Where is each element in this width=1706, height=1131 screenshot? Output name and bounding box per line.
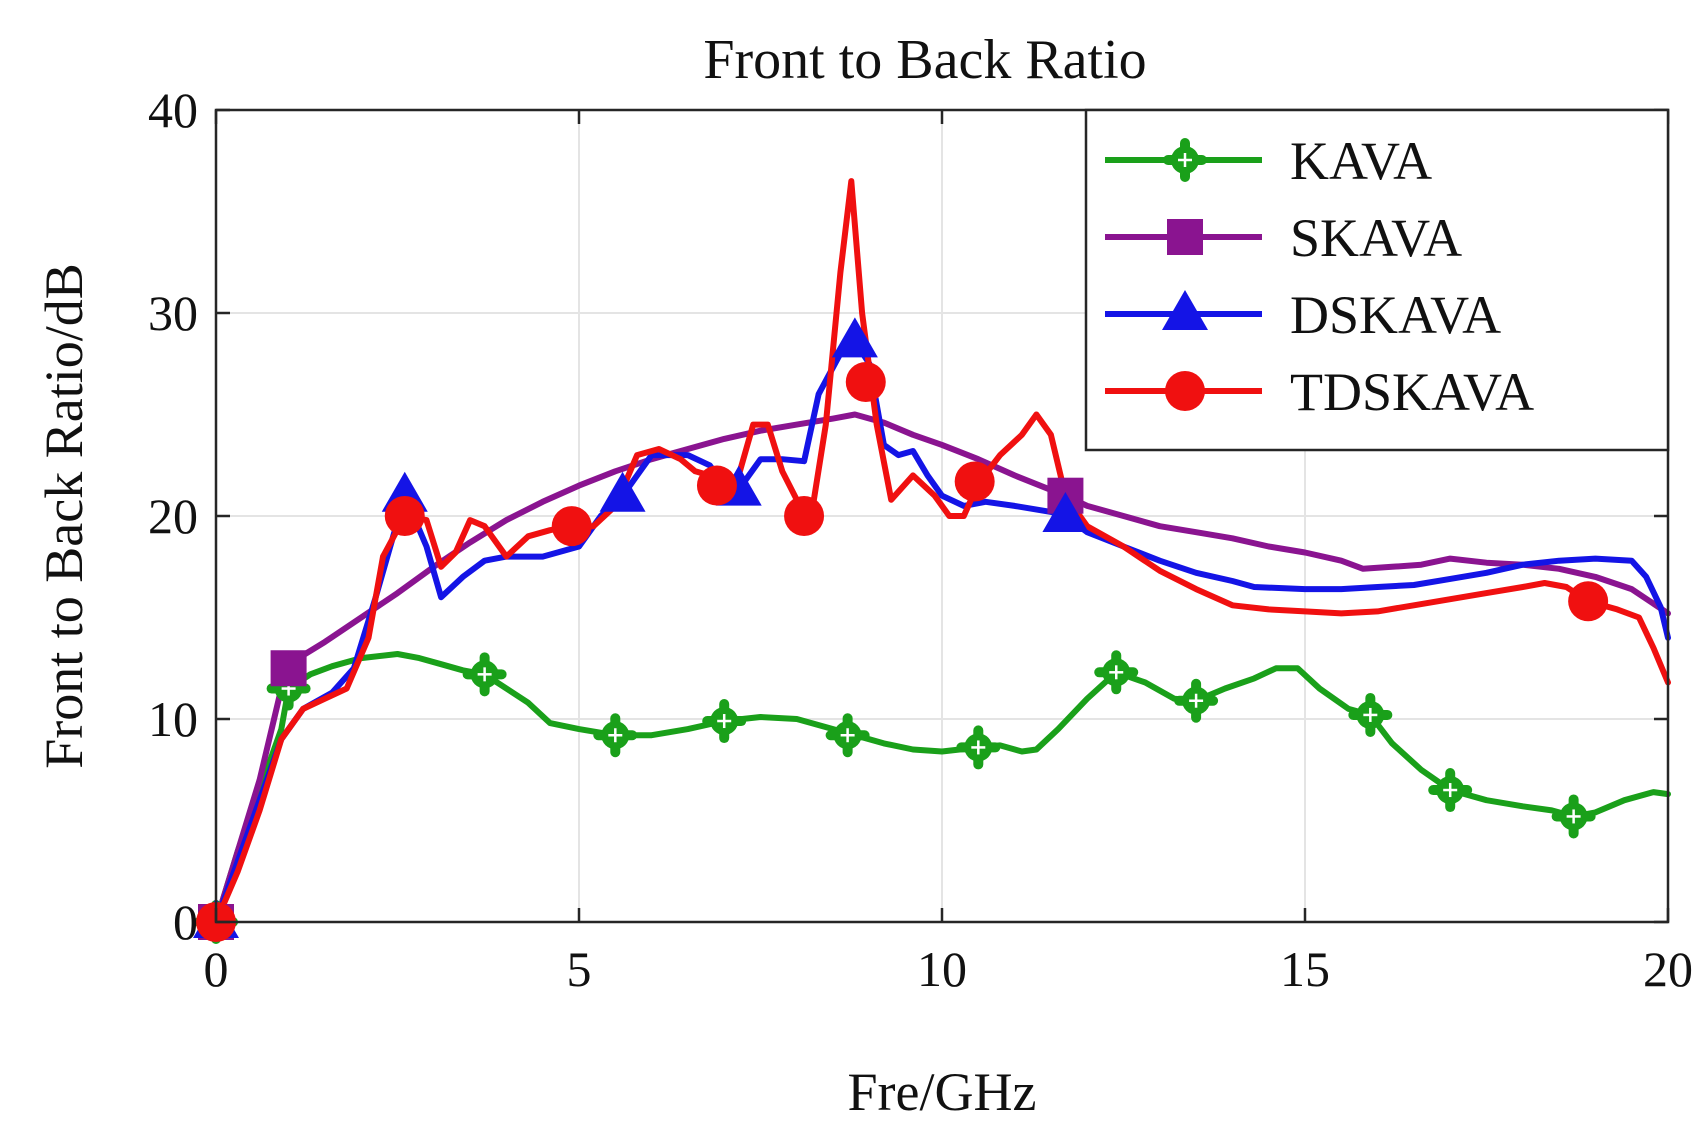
data-point-dskava — [831, 317, 878, 358]
data-point-dskava — [1042, 492, 1089, 532]
legend-label-kava: KAVA — [1290, 131, 1432, 191]
data-point-kava — [1428, 768, 1473, 813]
x-tick-label: 5 — [567, 941, 592, 997]
x-axis-label: Fre/GHz — [848, 1062, 1037, 1122]
data-point-tdskava — [384, 496, 425, 536]
data-point-tdskava — [954, 461, 995, 502]
data-point-skava — [270, 650, 307, 687]
x-tick-label: 15 — [1280, 941, 1330, 997]
data-point-tdskava — [696, 465, 737, 506]
y-tick-label: 40 — [148, 82, 198, 138]
data-point-kava — [825, 713, 870, 758]
chart-title: Front to Back Ratio — [703, 29, 1146, 91]
plot-series — [193, 178, 1671, 944]
x-tick-label: 10 — [917, 941, 967, 997]
y-tick-label: 30 — [148, 285, 198, 341]
data-point-tdskava — [845, 362, 886, 403]
data-point-kava — [1174, 678, 1219, 723]
legend-label-dskava: DSKAVA — [1290, 285, 1501, 345]
legend-marker-kava — [1163, 138, 1207, 182]
series-line-skava — [213, 411, 1671, 925]
x-tick-label: 0 — [204, 941, 229, 997]
data-point-kava — [1551, 794, 1596, 839]
data-point-kava — [593, 713, 638, 758]
y-tick-label: 0 — [173, 894, 198, 950]
axis-ticks: 0 5 10 15 20 0 10 20 30 40 — [148, 82, 1693, 997]
x-tick-label: 20 — [1643, 941, 1693, 997]
data-point-tdskava — [784, 496, 825, 536]
legend-label-tdskava: TDSKAVA — [1290, 362, 1534, 422]
data-point-tdskava — [1568, 581, 1609, 622]
data-point-dskava — [599, 471, 646, 512]
series-line-tdskava — [213, 178, 1671, 925]
data-point-kava — [1348, 692, 1393, 737]
y-tick-label: 10 — [148, 691, 198, 747]
data-point-kava — [462, 652, 507, 697]
data-point-kava — [956, 725, 1001, 770]
data-point-kava — [1094, 650, 1139, 695]
data-point-tdskava — [551, 506, 592, 547]
legend-label-skava: SKAVA — [1290, 208, 1462, 268]
legend-marker-tdskava — [1165, 371, 1205, 411]
legend-marker-dskava — [1162, 290, 1208, 330]
legend: KAVA SKAVA DSKAVA TDSKAVA — [1084, 108, 1670, 452]
y-tick-label: 20 — [148, 488, 198, 544]
legend-marker-skava — [1167, 219, 1203, 255]
data-point-kava — [702, 699, 747, 744]
y-axis-label: Front to Back Ratio/dB — [34, 263, 94, 769]
